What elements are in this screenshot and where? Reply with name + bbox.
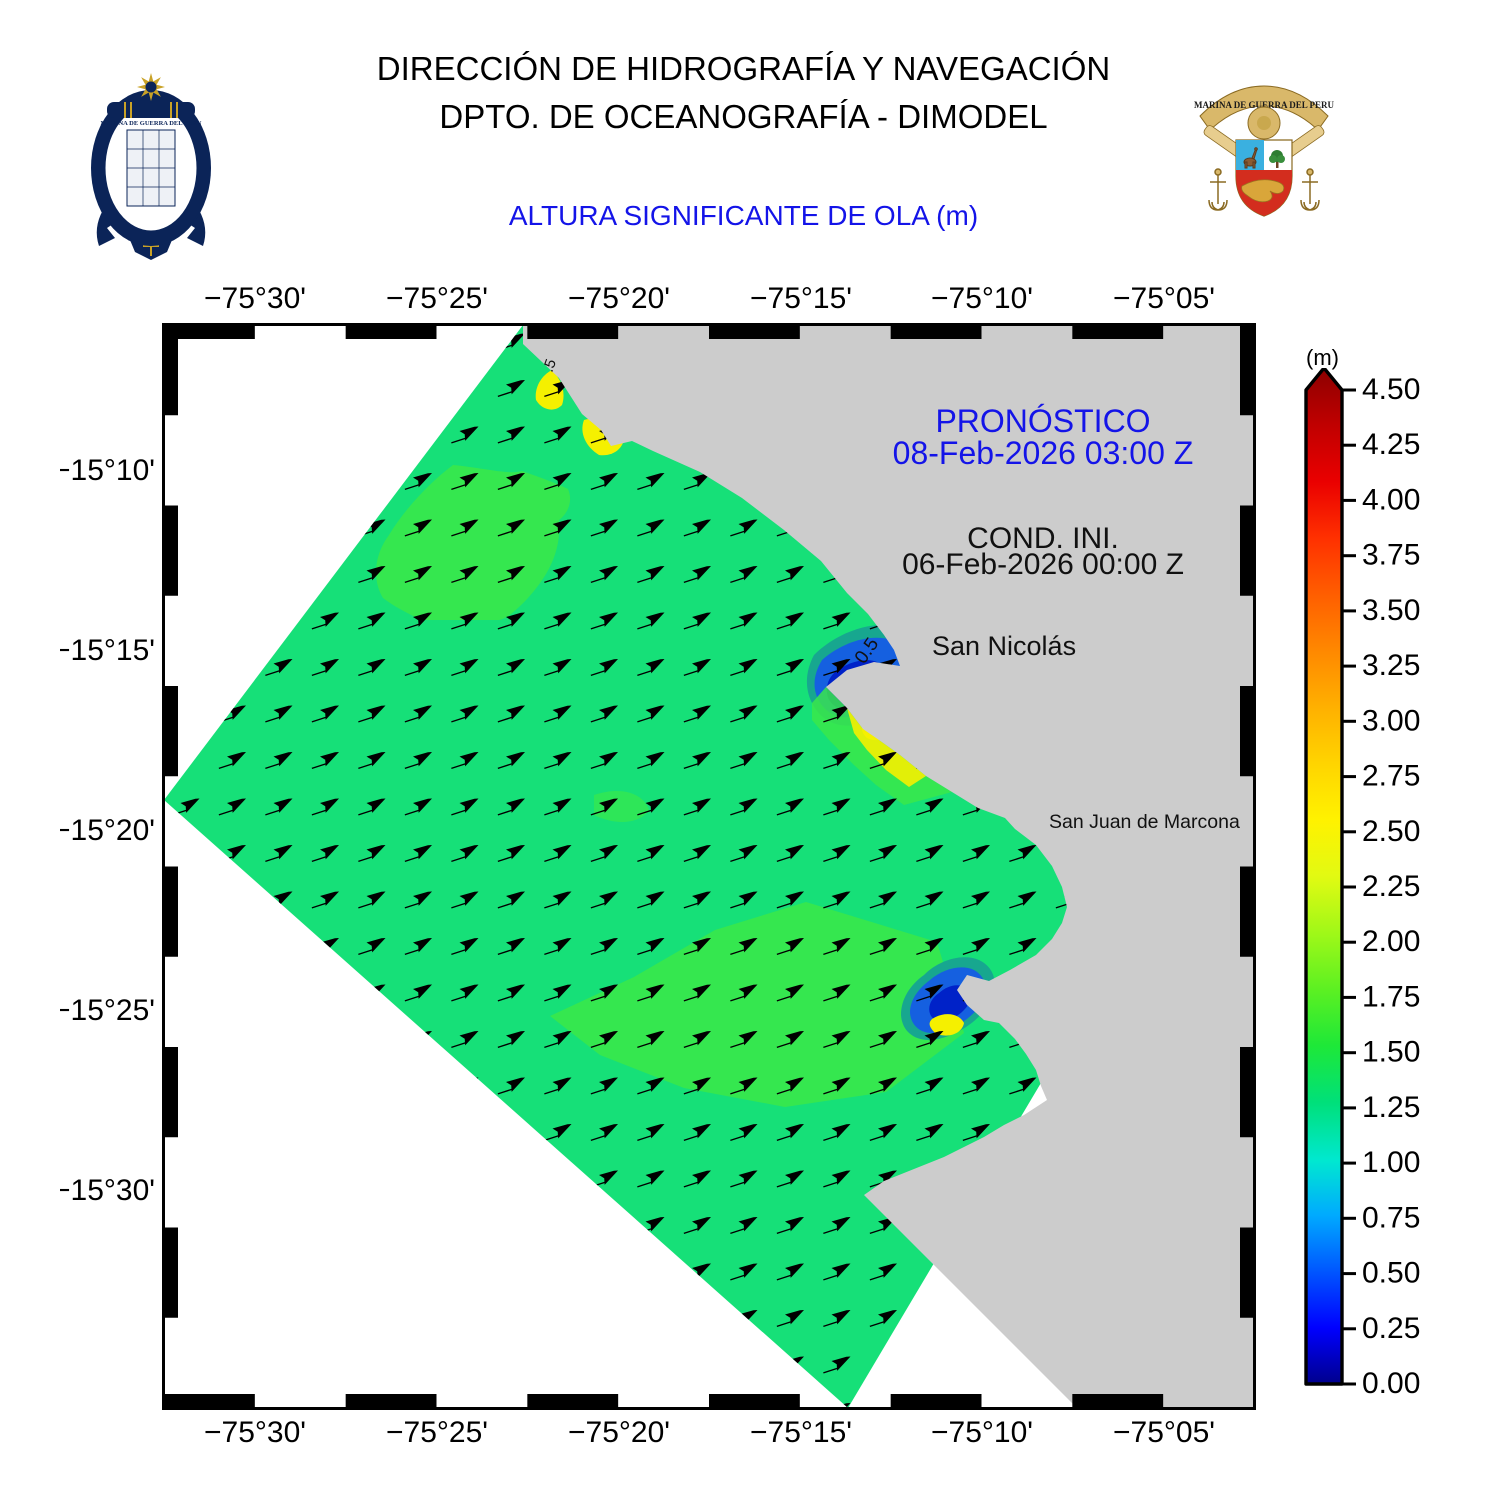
svg-text:−75°30': −75°30'	[204, 1416, 306, 1449]
svg-text:−75°25': −75°25'	[386, 1416, 488, 1449]
svg-text:4.50: 4.50	[1362, 373, 1420, 406]
svg-text:−15°15': −15°15'	[60, 634, 155, 667]
svg-text:3.75: 3.75	[1362, 539, 1420, 572]
svg-text:−15°30': −15°30'	[60, 1174, 155, 1207]
svg-text:−75°30': −75°30'	[204, 282, 306, 315]
svg-text:2.00: 2.00	[1362, 925, 1420, 958]
svg-text:3.25: 3.25	[1362, 649, 1420, 682]
svg-text:4.25: 4.25	[1362, 428, 1420, 461]
svg-text:−75°20': −75°20'	[568, 282, 670, 315]
svg-text:−75°15': −75°15'	[750, 1416, 852, 1449]
svg-text:−75°05': −75°05'	[1113, 1416, 1215, 1449]
svg-text:1.25: 1.25	[1362, 1091, 1420, 1124]
svg-text:−75°10': −75°10'	[931, 1416, 1033, 1449]
svg-text:1.75: 1.75	[1362, 980, 1420, 1013]
svg-text:1.50: 1.50	[1362, 1036, 1420, 1069]
svg-text:0.75: 0.75	[1362, 1201, 1420, 1234]
svg-text:−75°10': −75°10'	[931, 282, 1033, 315]
svg-text:−75°20': −75°20'	[568, 1416, 670, 1449]
svg-text:06-Feb-2026 00:00 Z: 06-Feb-2026 00:00 Z	[902, 548, 1184, 581]
svg-text:−75°05': −75°05'	[1113, 282, 1215, 315]
svg-text:3.00: 3.00	[1362, 704, 1420, 737]
svg-text:San Nicolás: San Nicolás	[932, 631, 1076, 661]
svg-text:−15°10': −15°10'	[60, 454, 155, 487]
svg-text:1.00: 1.00	[1362, 1146, 1420, 1179]
svg-text:−75°25': −75°25'	[386, 282, 488, 315]
svg-text:2.50: 2.50	[1362, 815, 1420, 848]
svg-text:0.00: 0.00	[1362, 1367, 1420, 1400]
svg-text:0.25: 0.25	[1362, 1312, 1420, 1345]
svg-text:3.50: 3.50	[1362, 594, 1420, 627]
svg-text:San Juan de Marcona: San Juan de Marcona	[1049, 811, 1240, 833]
svg-text:−15°20': −15°20'	[60, 814, 155, 847]
svg-text:PRONÓSTICO: PRONÓSTICO	[935, 403, 1150, 439]
svg-text:4.00: 4.00	[1362, 483, 1420, 516]
svg-text:2.25: 2.25	[1362, 870, 1420, 903]
svg-text:2.75: 2.75	[1362, 760, 1420, 793]
svg-text:0.50: 0.50	[1362, 1257, 1420, 1290]
svg-text:−75°15': −75°15'	[750, 282, 852, 315]
svg-text:−15°25': −15°25'	[60, 994, 155, 1027]
svg-text:08-Feb-2026 03:00 Z: 08-Feb-2026 03:00 Z	[893, 435, 1194, 471]
